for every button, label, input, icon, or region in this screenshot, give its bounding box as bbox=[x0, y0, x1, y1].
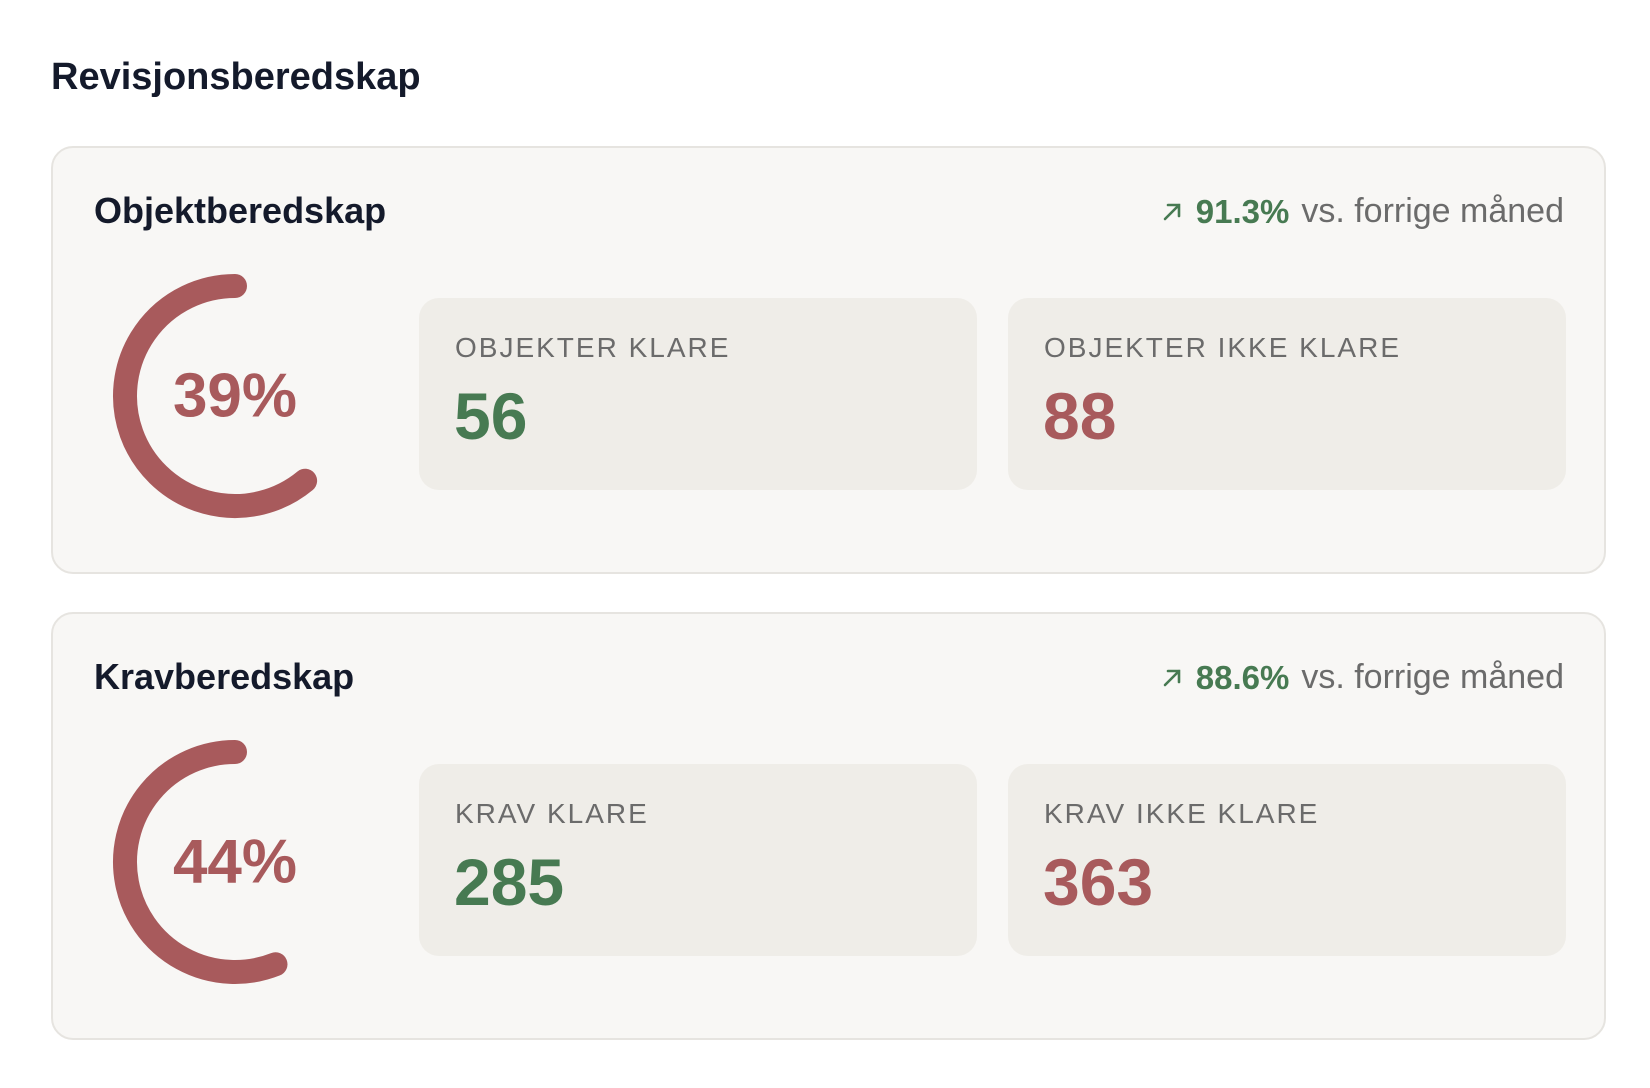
card-title: Objektberedskap bbox=[94, 190, 387, 231]
trend-text: vs. forrige måned bbox=[1301, 192, 1564, 230]
stat-label: OBJEKTER IKKE KLARE bbox=[1044, 332, 1401, 363]
trend-arrow bbox=[1163, 203, 1181, 220]
trend-value: 88.6% bbox=[1195, 658, 1290, 696]
stat-box: KRAV IKKE KLARE 363 bbox=[1008, 764, 1566, 956]
card-title: Kravberedskap bbox=[94, 656, 355, 697]
trend-arrow bbox=[1163, 669, 1181, 686]
trend-text: vs. forrige måned bbox=[1301, 658, 1564, 696]
trend: 91.3% vs. forrige måned bbox=[1160, 192, 1564, 231]
gauge-label: 39% bbox=[173, 362, 297, 431]
stat-label: KRAV KLARE bbox=[455, 798, 649, 829]
arrow-icon bbox=[1163, 203, 1181, 220]
page-title: Revisjonsberedskap bbox=[51, 56, 421, 98]
gauge-label: 44% bbox=[173, 828, 297, 897]
trend-value: 91.3% bbox=[1195, 192, 1290, 230]
stat-value: 363 bbox=[1043, 845, 1154, 919]
card: Kravberedskap 88.6% vs. forrige måned 44% KR… bbox=[51, 612, 1606, 1040]
stat-box: OBJEKTER IKKE KLARE 88 bbox=[1008, 298, 1566, 490]
stat-box: KRAV KLARE 285 bbox=[419, 764, 977, 956]
stat-label: KRAV IKKE KLARE bbox=[1044, 798, 1320, 829]
stat-label: OBJEKTER KLARE bbox=[455, 332, 731, 363]
stat-box: OBJEKTER KLARE 56 bbox=[419, 298, 977, 490]
gauge-arc bbox=[113, 740, 288, 984]
stat-value: 285 bbox=[454, 845, 565, 919]
stat-value: 88 bbox=[1043, 379, 1117, 453]
card: Objektberedskap 91.3% vs. forrige måned 39%… bbox=[51, 146, 1606, 574]
arrow-icon bbox=[1163, 669, 1181, 686]
gauge: 39% bbox=[113, 274, 318, 518]
gauge: 44% bbox=[113, 740, 297, 984]
trend: 88.6% vs. forrige måned bbox=[1160, 658, 1564, 697]
gauge-arc bbox=[113, 274, 318, 518]
stat-value: 56 bbox=[454, 379, 528, 453]
